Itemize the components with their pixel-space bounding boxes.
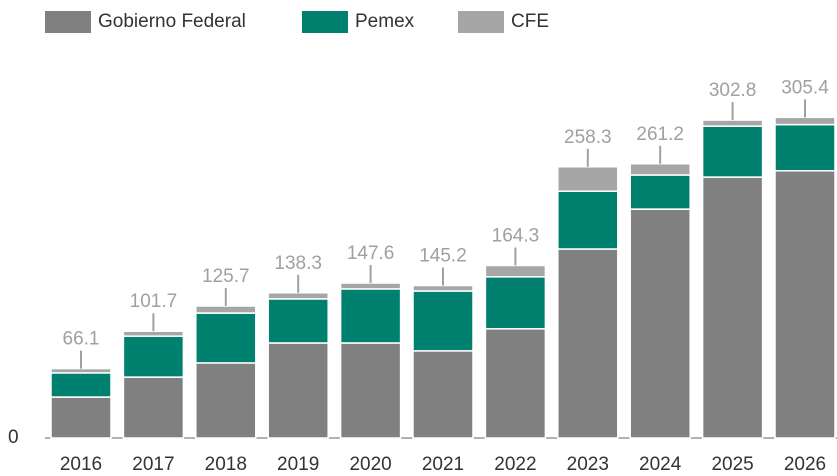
legend-swatch (458, 11, 504, 33)
bar-segment (50, 396, 112, 439)
bar-segment (629, 174, 691, 210)
bar-segment (267, 342, 329, 439)
legend-label: CFE (511, 11, 549, 32)
bar-segment (484, 276, 547, 330)
bar-segment (557, 166, 619, 193)
x-tick-label: 2025 (711, 454, 753, 475)
bar-segment (774, 170, 836, 439)
x-tick-label: 2026 (784, 454, 826, 475)
bar-segment (412, 350, 474, 439)
bar-segment (267, 292, 329, 300)
bar-segment (339, 342, 402, 439)
bar-segment (629, 162, 691, 176)
x-tick-label: 2021 (422, 454, 464, 475)
bar-segment (122, 376, 185, 439)
bar-segment (195, 362, 257, 439)
bar-segment (50, 367, 112, 374)
bar-segment (557, 190, 619, 250)
legend-swatch (302, 11, 348, 33)
total-label: 145.2 (419, 246, 467, 267)
total-label: 125.7 (202, 266, 250, 287)
bar-segment (412, 284, 474, 292)
y-tick-label: 0 (8, 427, 19, 448)
bar-segment (195, 312, 257, 364)
bar-segment (412, 290, 474, 352)
bar-segment (774, 116, 836, 126)
bar-segment (339, 288, 402, 344)
total-label: 258.3 (564, 127, 612, 148)
bar-segment (484, 264, 547, 278)
legend-label: Gobierno Federal (98, 11, 246, 32)
bar-segment (195, 305, 257, 314)
total-label: 302.8 (709, 80, 757, 101)
x-tick-label: 2020 (349, 454, 391, 475)
bar-segment (122, 330, 185, 337)
bar-segment (267, 298, 329, 344)
bar-segment (122, 335, 185, 378)
total-label: 147.6 (347, 243, 395, 264)
bar-segment (50, 372, 112, 398)
bar-segment (701, 125, 764, 178)
bar-segment (557, 248, 619, 439)
x-tick-label: 2018 (205, 454, 247, 475)
total-label: 138.3 (274, 253, 322, 274)
bar-segment (339, 282, 402, 290)
legend: Gobierno Federal Pemex CFE (45, 11, 549, 33)
total-label: 261.2 (636, 124, 684, 145)
total-label: 101.7 (130, 291, 178, 312)
x-tick-label: 2017 (132, 454, 174, 475)
x-tick-label: 2022 (494, 454, 536, 475)
bar-segment (484, 328, 547, 439)
legend-swatch (45, 11, 91, 33)
x-tick-label: 2023 (567, 454, 609, 475)
total-label: 164.3 (492, 226, 540, 247)
x-tick-label: 2024 (639, 454, 682, 475)
x-tick-label: 2016 (60, 454, 102, 475)
total-label: 305.4 (781, 77, 829, 98)
bar-segment (701, 119, 764, 127)
bar-segment (701, 176, 764, 439)
legend-label: Pemex (355, 11, 415, 32)
total-label: 66.1 (63, 329, 100, 350)
bar-segment (774, 123, 836, 172)
x-tick-label: 2019 (277, 454, 319, 475)
bar-segment (629, 208, 691, 439)
